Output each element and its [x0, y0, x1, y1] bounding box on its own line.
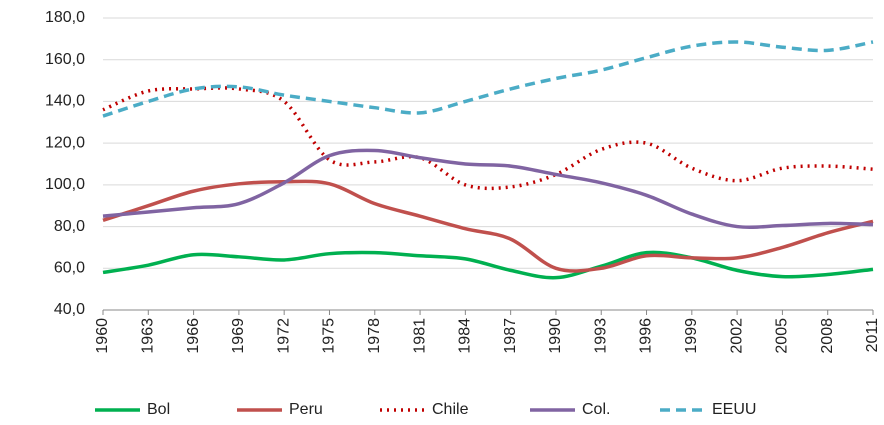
- x-tick-label: 1969: [230, 318, 247, 354]
- y-tick-label: 180,0: [45, 9, 85, 26]
- y-tick-label: 120,0: [45, 134, 85, 151]
- legend-label: Col.: [582, 401, 610, 418]
- x-tick-label: 2002: [728, 318, 745, 354]
- x-tick-label: 2011: [864, 318, 881, 353]
- series-line: [102, 148, 874, 230]
- x-tick-label: 1999: [683, 318, 700, 354]
- series-line: [102, 179, 874, 273]
- x-tick-label: 1984: [457, 318, 474, 354]
- series-line: [102, 86, 874, 191]
- x-tick-label: 1975: [321, 318, 338, 354]
- x-tick-label: 1990: [547, 318, 564, 354]
- x-tick-label: 1978: [366, 318, 383, 354]
- y-tick-label: 140,0: [45, 93, 85, 110]
- y-tick-label: 40,0: [54, 301, 85, 318]
- x-tick-label: 1966: [185, 318, 202, 354]
- x-tick-label: 1996: [638, 318, 655, 354]
- x-tick-label: 1963: [140, 318, 157, 354]
- y-tick-label: 160,0: [45, 51, 85, 68]
- x-tick-label: 1993: [592, 318, 609, 354]
- x-tick-label: 1972: [275, 318, 292, 354]
- y-tick-label: 80,0: [54, 218, 85, 235]
- x-tick-label: 2008: [819, 318, 836, 354]
- y-tick-label: 60,0: [54, 260, 85, 277]
- legend-label: Bol: [147, 401, 170, 418]
- legend-label: Chile: [432, 401, 469, 418]
- y-tick-label: 100,0: [45, 176, 85, 193]
- x-tick-label: 1960: [94, 318, 111, 354]
- series-line: [102, 40, 874, 118]
- legend-label: EEUU: [712, 401, 756, 418]
- series-line: [102, 250, 874, 280]
- legend-label: Peru: [289, 401, 323, 418]
- x-tick-label: 2005: [774, 318, 791, 354]
- x-tick-label: 1981: [411, 318, 428, 354]
- x-tick-label: 1987: [502, 318, 519, 354]
